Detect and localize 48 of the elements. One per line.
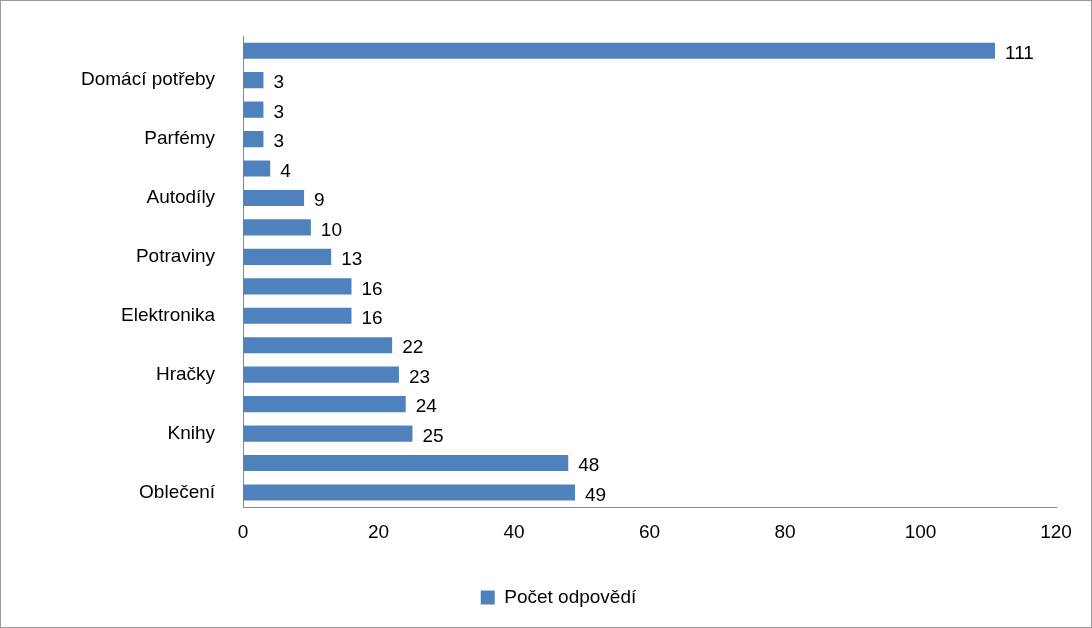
- data-label: 10: [320, 218, 342, 240]
- data-label: 9: [314, 189, 325, 211]
- data-label: 16: [361, 307, 383, 329]
- bar: [243, 278, 352, 295]
- data-label: 22: [402, 336, 424, 358]
- bar: [243, 42, 996, 59]
- bar: [243, 160, 271, 177]
- y-tick-label: Parfémy: [144, 127, 216, 149]
- data-label: 13: [341, 248, 363, 270]
- data-label: 23: [408, 365, 431, 387]
- bar: [243, 130, 264, 148]
- data-label: 3: [273, 130, 285, 152]
- data-label: 3: [273, 100, 285, 122]
- x-tick-label: 80: [774, 520, 796, 542]
- bar: [243, 425, 413, 442]
- bar: [243, 307, 352, 324]
- x-tick-label: 120: [1040, 520, 1072, 542]
- y-tick-label: Oblečení: [139, 480, 216, 502]
- data-label: 49: [585, 483, 607, 505]
- data-label: 4: [280, 159, 292, 181]
- y-tick-label: Elektronika: [121, 304, 216, 326]
- data-label: 111: [1005, 41, 1034, 63]
- bar: [243, 366, 399, 383]
- legend-label: Počet odpovědí: [504, 585, 637, 607]
- y-tick-label: Domácí potřeby: [80, 68, 216, 90]
- bar: [243, 337, 393, 354]
- bar: [243, 189, 305, 207]
- data-label: 16: [361, 277, 383, 299]
- data-label: 48: [578, 454, 600, 476]
- x-tick-label: 40: [503, 520, 525, 542]
- y-tick-label: Hračky: [155, 362, 216, 384]
- bar: [243, 72, 264, 89]
- bar: [243, 484, 576, 501]
- data-label: 25: [422, 424, 444, 446]
- y-tick-label: Knihy: [167, 421, 216, 443]
- bar: [243, 454, 569, 472]
- bar: [243, 396, 406, 413]
- x-tick-label: 20: [368, 520, 390, 542]
- x-tick-label: 60: [638, 520, 661, 542]
- y-tick-label: Potraviny: [135, 245, 216, 267]
- bar: [243, 219, 311, 236]
- data-label: 24: [415, 395, 438, 417]
- bar: [243, 248, 332, 265]
- x-tick-label: 100: [904, 520, 937, 542]
- y-tick-label: Autodíly: [146, 186, 216, 208]
- data-label: 3: [273, 71, 285, 93]
- x-tick-label: 0: [237, 520, 249, 542]
- bar: [243, 101, 264, 118]
